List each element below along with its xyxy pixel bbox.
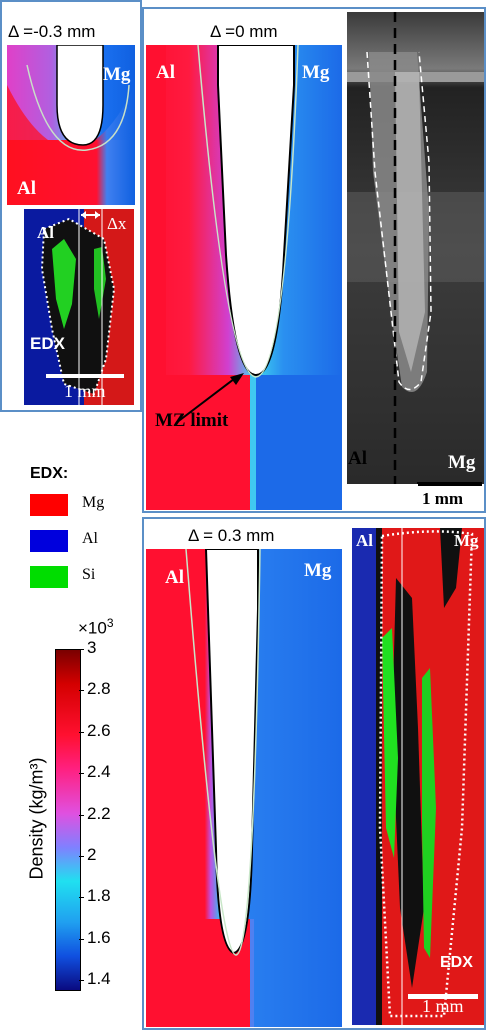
edx-map-large [352,528,484,1025]
legend-label-mg: Mg [82,494,105,511]
mg-label-photo: Mg [448,452,476,473]
simulation-negative-offset [7,45,135,205]
al-label-zero: Al [156,62,175,83]
mg-label-positive: Mg [304,560,332,581]
mg-label-zero: Mg [302,62,330,83]
tool-profile-negative [56,45,104,146]
delta-label-negative: Δ =-0.3 mm [8,22,96,41]
al-label-edx-small: Al [37,223,54,242]
scale-bar-label-small: 1 mm [64,381,106,401]
colorbar-tick-mark [79,938,84,940]
al-label-positive: Al [165,567,184,588]
simulation-zero-offset [146,45,342,510]
colorbar-tick-label: 1.4 [87,969,111,988]
al-label-photo: Al [348,448,367,469]
mz-limit-label: MZ limit [155,410,229,431]
scale-bar-label-large: 1 mm [422,996,464,1016]
colorbar-tick-label: 2.4 [87,762,111,782]
colorbar-gradient [55,649,81,991]
edx-map-small [24,209,134,405]
colorbar-tick-label: 2 [87,844,97,864]
colorbar-tick-mark [79,814,84,816]
weld-photo [347,12,484,484]
colorbar-tick-mark [79,773,84,775]
colorbar-tick-label: 2.6 [87,720,111,740]
mg-label-edx-large: Mg [454,531,479,550]
edx-label-small: EDX [30,334,65,353]
colorbar-multiplier: ×103 [78,616,114,639]
colorbar-multiplier-exponent: 3 [106,616,114,630]
colorbar-tick-mark [79,855,84,857]
colorbar-tick-label: 2.2 [87,803,111,823]
simulation-positive-offset [146,549,342,1027]
colorbar-tick-label: 3 [87,638,97,657]
legend-label-si: Si [82,566,96,583]
delta-label-positive: Δ = 0.3 mm [188,526,275,545]
legend-swatch-al [30,530,68,552]
legend-swatch-si [30,566,68,588]
delta-label-zero: Δ =0 mm [210,22,278,41]
colorbar-multiplier-base: ×10 [78,618,107,638]
colorbar-tick-mark [79,649,84,650]
colorbar-tick-mark [79,690,84,692]
legend-swatch-mg [30,494,68,516]
colorbar-axis-label: Density (kg/m³) [26,757,47,880]
scale-bar-photo [418,482,482,486]
colorbar-tick-label: 1.8 [87,886,111,906]
al-label-negative: Al [17,178,36,199]
edx-label-large: EDX [440,954,473,971]
colorbar-tick-mark [79,980,84,981]
colorbar-tick-label: 1.6 [87,927,111,947]
al-label-edx-large: Al [356,531,373,550]
colorbar-tick-mark [79,731,84,733]
mg-label-negative: Mg [103,64,131,85]
scale-bar-label-photo: 1 mm [422,489,464,508]
edx-legend-title: EDX: [30,465,69,482]
colorbar-tick-label: 2.8 [87,679,111,699]
delta-x-label: Δx [107,214,127,233]
legend-label-al: Al [82,530,98,547]
colorbar-tick-mark [79,897,84,899]
